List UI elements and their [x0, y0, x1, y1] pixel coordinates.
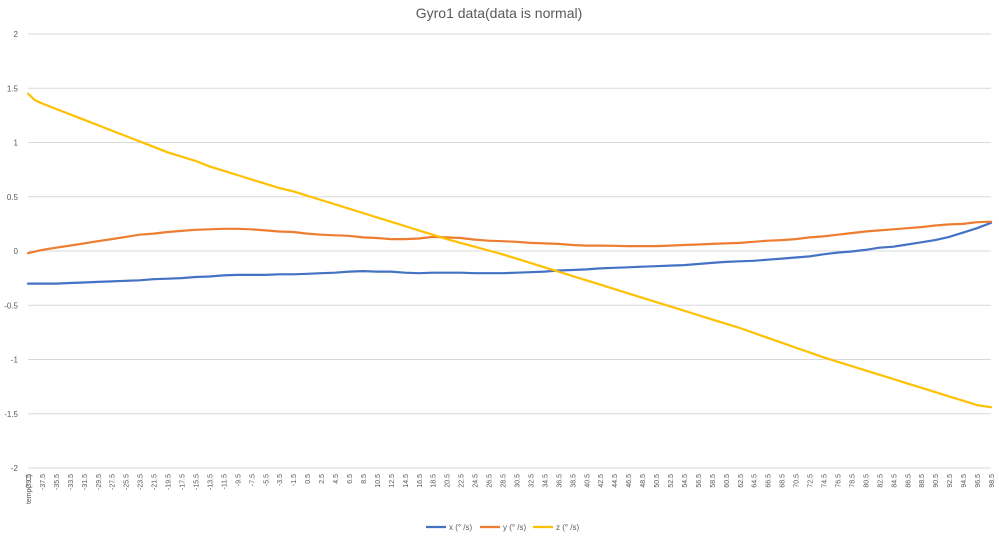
x-tick-label: 16.5	[417, 474, 424, 488]
x-tick-label: 68.5	[780, 474, 787, 488]
series-line-x	[26, 221, 993, 285]
y-axis-ticks: 2 1.5 1 0.5 0 -0.5 -1 -1.5 -2	[4, 30, 18, 473]
x-tick-label: 34.5	[542, 474, 549, 488]
x-tick-label: 38.5	[570, 474, 577, 488]
x-tick-label: 90.5	[933, 474, 940, 488]
x-tick-label: 58.5	[710, 474, 717, 488]
legend-label: y (° /s)	[503, 523, 527, 532]
series-layer	[26, 92, 993, 409]
x-tick-label: -5.5	[263, 474, 270, 486]
x-axis-ticks: temp(° C)-39.5 -37.5 -35.5 -33.5 -31.5 -29.5-…	[25, 474, 996, 504]
x-tick-label: 98.5	[989, 474, 996, 488]
legend-label: x (° /s)	[449, 523, 473, 532]
x-tick-label: 60.5	[724, 474, 731, 488]
x-tick-label: 2.5	[319, 474, 326, 484]
x-tick-label: 78.5	[849, 474, 856, 488]
x-tick-label: 52.5	[668, 474, 675, 488]
x-tick-label: 88.5	[919, 474, 926, 488]
x-tick-label: 14.5	[403, 474, 410, 488]
x-tick-label: 0.5	[305, 474, 312, 484]
x-tick-label: 94.5	[961, 474, 968, 488]
x-tick-label: 86.5	[905, 474, 912, 488]
x-tick-label: -29.5	[96, 474, 103, 490]
legend-label: z (° /s)	[556, 523, 580, 532]
x-tick-label: -21.5	[152, 474, 159, 490]
x-tick-label: 4.5	[333, 474, 340, 484]
x-tick-label: -13.5	[207, 474, 214, 490]
x-tick-label: -19.5	[166, 474, 173, 490]
x-tick-label: -3.5	[277, 474, 284, 486]
x-tick-label: -35.5	[54, 474, 61, 490]
grid-layer	[28, 33, 991, 469]
x-tick-label: 20.5	[445, 474, 452, 488]
x-tick-label: 46.5	[626, 474, 633, 488]
x-tick-label: 82.5	[877, 474, 884, 488]
series-line-y	[26, 220, 993, 255]
x-tick-label: -9.5	[235, 474, 242, 486]
x-tick-label: 70.5	[794, 474, 801, 488]
x-tick-label: -23.5	[138, 474, 145, 490]
x-tick-label: 76.5	[835, 474, 842, 488]
x-tick-label: 66.5	[766, 474, 773, 488]
x-tick-label: 92.5	[947, 474, 954, 488]
y-tick-label: -1	[11, 356, 19, 365]
x-tick-label: -33.5	[68, 474, 75, 490]
x-tick-label: 12.5	[389, 474, 396, 488]
x-tick-label: 84.5	[891, 474, 898, 488]
x-tick-label: -25.5	[124, 474, 131, 490]
x-tick-label: 26.5	[487, 474, 494, 488]
y-tick-label: 2	[14, 30, 19, 39]
x-tick-label: 72.5	[808, 474, 815, 488]
x-tick-label: -27.5	[110, 474, 117, 490]
y-tick-label: -1.5	[4, 410, 18, 419]
chart-title: Gyro1 data(data is normal)	[416, 5, 583, 21]
x-tick-label: 10.5	[375, 474, 382, 488]
x-tick-label: 42.5	[598, 474, 605, 488]
x-tick-label: 36.5	[556, 474, 563, 488]
y-tick-label: 1.5	[7, 84, 19, 93]
x-tick-label: -15.5	[193, 474, 200, 490]
x-tick-label: -7.5	[249, 474, 256, 486]
x-tick-label: 40.5	[584, 474, 591, 488]
x-tick-label: -11.5	[221, 474, 228, 490]
x-tick-label: -31.5	[82, 474, 89, 490]
x-tick-label: 22.5	[459, 474, 466, 488]
x-tick-label: -39.5	[26, 474, 33, 490]
y-tick-label: 0.5	[7, 193, 19, 202]
x-tick-label: 8.5	[361, 474, 368, 484]
y-tick-label: 0	[14, 247, 19, 256]
x-tick-label: 32.5	[528, 474, 535, 488]
x-tick-label: 64.5	[752, 474, 759, 488]
x-tick-label: 28.5	[501, 474, 508, 488]
x-tick-label: -1.5	[291, 474, 298, 486]
x-tick-label: 62.5	[738, 474, 745, 488]
series-line-z	[26, 92, 993, 409]
x-tick-label: 6.5	[347, 474, 354, 484]
x-tick-label: -37.5	[40, 474, 47, 490]
x-tick-label: 96.5	[975, 474, 982, 488]
y-tick-label: -2	[11, 464, 19, 473]
x-tick-label: 74.5	[822, 474, 829, 488]
x-tick-label: 50.5	[654, 474, 661, 488]
x-tick-label: 30.5	[514, 474, 521, 488]
x-tick-label: 54.5	[682, 474, 689, 488]
x-axis-label: temp(° C)	[25, 474, 33, 504]
legend: x (° /s) y (° /s) z (° /s)	[426, 523, 580, 532]
x-tick-label: 24.5	[473, 474, 480, 488]
y-tick-label: -0.5	[4, 301, 18, 310]
x-tick-label: 18.5	[431, 474, 438, 488]
y-tick-label: 1	[14, 139, 19, 148]
x-tick-label: -17.5	[180, 474, 187, 490]
x-tick-label: 44.5	[612, 474, 619, 488]
x-tick-label: 80.5	[863, 474, 870, 488]
x-tick-label: 48.5	[640, 474, 647, 488]
x-tick-label: 56.5	[696, 474, 703, 488]
